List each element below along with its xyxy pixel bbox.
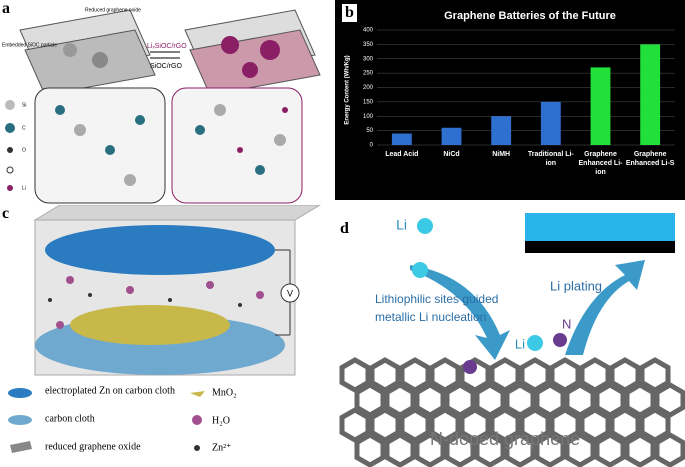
panel-label: b	[342, 4, 357, 22]
label-rgo: Reduced graphene oxide	[85, 7, 141, 13]
x-tick-label: Graphene Enhanced Li-ion	[578, 151, 623, 176]
legend-zn: electroplated Zn on carbon cloth	[45, 385, 175, 396]
chart: Graphene Batteries of the Future Energy …	[345, 10, 675, 149]
legend-cloth: carbon cloth	[45, 413, 95, 424]
y-tick-label: 400	[363, 28, 374, 34]
y-tick-label: 150	[363, 99, 374, 105]
legend-h2o: H₂O	[212, 415, 230, 426]
label-sioc: SiOC/rGO	[150, 63, 182, 70]
legend-c: C	[22, 125, 26, 131]
legend-si: Si	[22, 102, 26, 108]
x-tick-label: NiCd	[443, 151, 460, 158]
y-tick-label: 50	[366, 128, 373, 134]
bar	[640, 44, 661, 145]
li-label: Li	[515, 336, 525, 351]
legend-o: O	[22, 147, 26, 153]
caption: metallic Li nucleation	[375, 310, 486, 324]
y-tick-label: 200	[363, 85, 374, 91]
panel-b: Graphene Batteries of the Future Energy …	[335, 0, 685, 200]
li-label: Li	[396, 217, 407, 233]
bar	[540, 101, 561, 145]
x-tick-label: Lead Acid	[385, 151, 419, 158]
panel-c: V electroplated Zn on carbon cloth carbo…	[8, 205, 321, 453]
x-tick-label: NiMH	[492, 151, 511, 158]
y-axis-label: Energy Content (Wh/Kg)	[345, 55, 351, 124]
n-label: N	[562, 316, 571, 331]
y-tick-label: 350	[363, 42, 374, 48]
caption: Lithiophilic sites guided	[375, 292, 498, 306]
y-tick-label: 0	[370, 143, 374, 149]
panel-label: c	[2, 205, 10, 222]
panel-a: Si C O Li Reduced graphene oxide Embedde…	[2, 7, 321, 204]
legend-li: Li	[22, 185, 26, 191]
y-tick-label: 300	[363, 56, 374, 62]
label-lisioc: LiₓSiOC/rGO	[147, 43, 187, 50]
panel-d: Li Li Lithiophilic sites guided metallic…	[339, 213, 685, 467]
label-siOC: Embedded SiOC particle	[2, 42, 57, 48]
bar	[391, 133, 412, 145]
plating-label: Li plating	[550, 278, 602, 293]
meter-label: V	[287, 288, 293, 298]
chart-title: Graphene Batteries of the Future	[444, 10, 616, 22]
bar	[491, 116, 512, 145]
bar	[441, 127, 462, 145]
legend-mno2: MnO₂	[212, 387, 237, 398]
x-tick-label: Graphene Enhanced Li-S	[625, 151, 675, 167]
graphene-label: N-doped graphene	[430, 429, 580, 449]
bar	[590, 67, 611, 145]
y-tick-label: 250	[363, 71, 374, 77]
panel-label: a	[2, 0, 10, 17]
legend-rgo: reduced graphene oxide	[45, 441, 141, 452]
legend-zn2: Zn²⁺	[212, 442, 231, 453]
panel-label: d	[340, 220, 349, 237]
x-tick-label: Traditional Li-ion	[527, 151, 574, 167]
y-tick-label: 100	[363, 114, 374, 120]
